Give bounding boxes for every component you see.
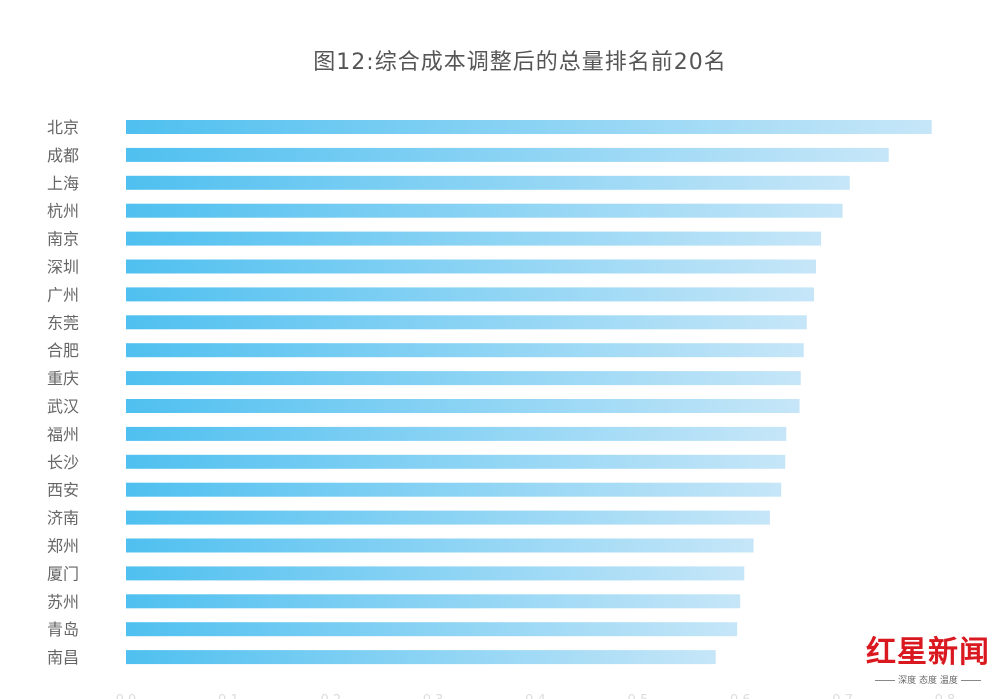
- bar-6: [126, 287, 814, 302]
- x-tick-label: 0.5: [628, 693, 649, 699]
- bar-2: [126, 175, 850, 190]
- category-label: 苏州: [47, 592, 79, 611]
- bar-15: [126, 538, 754, 553]
- watermark-tagline-row: 深度 态度 温度: [860, 674, 996, 688]
- category-label: 北京: [47, 118, 79, 137]
- x-tick-label: 0.3: [423, 693, 444, 699]
- bar-4: [126, 231, 822, 246]
- bar-5: [126, 259, 816, 274]
- bar-8: [126, 343, 804, 358]
- category-label: 成都: [47, 146, 79, 165]
- chart-title: 图12:综合成本调整后的总量排名前20名: [313, 50, 727, 75]
- category-label: 深圳: [47, 258, 79, 277]
- hongxing-news-watermark: 红星新闻 深度 态度 温度: [860, 636, 996, 696]
- category-label: 西安: [47, 481, 79, 500]
- x-tick-label: 0.0: [116, 693, 137, 699]
- category-label: 青岛: [47, 620, 79, 639]
- category-label: 合肥: [47, 341, 79, 360]
- x-tick-label: 0.7: [832, 693, 853, 699]
- category-label: 武汉: [47, 397, 79, 416]
- bar-9: [126, 371, 801, 386]
- category-label: 重庆: [47, 369, 79, 388]
- x-tick-label: 0.6: [730, 693, 751, 699]
- x-tick-label: 0.1: [218, 693, 239, 699]
- category-label: 东莞: [47, 313, 79, 332]
- bar-10: [126, 399, 800, 413]
- category-label: 长沙: [47, 453, 79, 472]
- bar-1: [126, 147, 889, 162]
- category-label: 郑州: [47, 537, 79, 556]
- category-label: 福州: [47, 425, 79, 444]
- bar-13: [126, 482, 782, 497]
- category-label: 上海: [47, 174, 79, 193]
- watermark-brand: 红星新闻: [866, 635, 990, 670]
- category-label: 济南: [47, 509, 79, 528]
- bar-19: [126, 650, 716, 665]
- x-tick-label: 0.2: [320, 693, 341, 699]
- x-tick-label: 0.4: [525, 693, 546, 699]
- bars-group: [126, 120, 932, 665]
- bar-7: [126, 315, 807, 330]
- bar-12: [126, 454, 786, 469]
- category-label: 南昌: [47, 648, 79, 667]
- tagline-rule-right: [960, 680, 981, 681]
- category-label: 厦门: [47, 564, 79, 583]
- bar-17: [126, 594, 741, 609]
- category-label: 杭州: [47, 202, 79, 221]
- bar-16: [126, 566, 745, 581]
- bar-0: [126, 120, 932, 134]
- bar-14: [126, 510, 770, 525]
- x-tick-label: 0.8: [935, 693, 956, 699]
- category-label: 南京: [47, 230, 79, 249]
- bar-3: [126, 203, 843, 218]
- category-label: 广州: [47, 285, 79, 304]
- bar-18: [126, 622, 738, 637]
- x-tick-labels: 0.0 0.1 0.2 0.3 0.4 0.5 0.6 0.7 0.8: [116, 693, 956, 699]
- tagline-rule-left: [875, 680, 896, 681]
- bar-11: [126, 426, 787, 441]
- watermark-tagline: 深度 态度 温度: [898, 676, 958, 686]
